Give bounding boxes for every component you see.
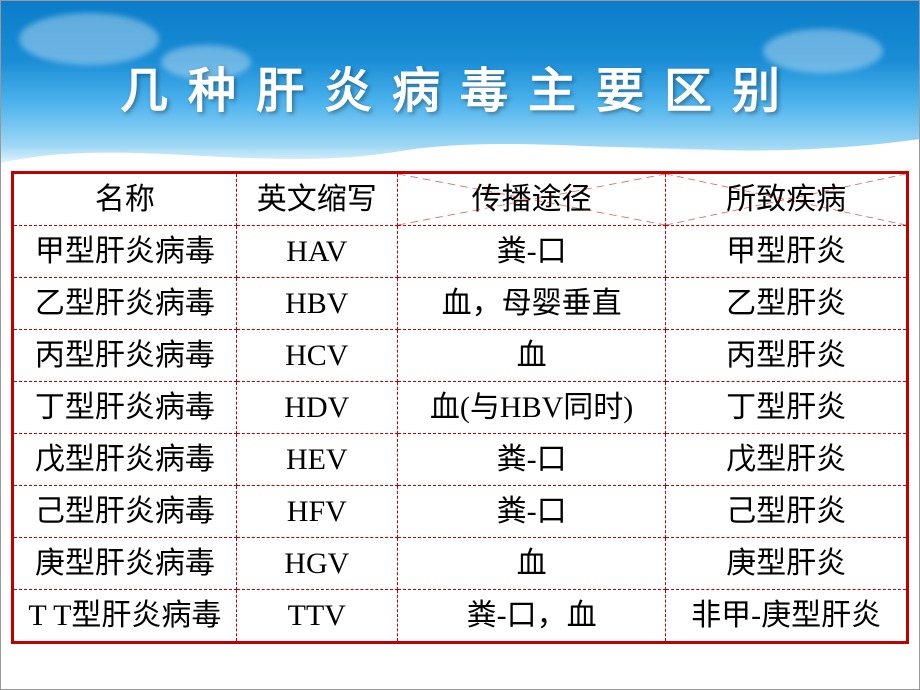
cell-name: 己型肝炎病毒 [13,486,237,538]
cell-name: 戊型肝炎病毒 [13,434,237,486]
header-label: 英文缩写 [257,183,377,216]
header-label: 名称 [95,183,155,216]
cell-abbr: HDV [236,382,397,434]
column-header-name: 名称 [13,173,237,226]
table-row: 庚型肝炎病毒 HGV 血 庚型肝炎 [13,538,908,590]
cell-route: 粪-口，血 [397,590,666,643]
cell-route: 粪-口 [397,226,666,278]
cell-disease: 非甲-庚型肝炎 [666,590,908,643]
cell-disease: 己型肝炎 [666,486,908,538]
table-row: 甲型肝炎病毒 HAV 粪-口 甲型肝炎 [13,226,908,278]
cell-name: 乙型肝炎病毒 [13,278,237,330]
cell-name: 庚型肝炎病毒 [13,538,237,590]
table-header-row: 名称 英文缩写 传播途径 [13,173,908,226]
cell-disease: 丁型肝炎 [666,382,908,434]
title-banner: 几种肝炎病毒主要区别 [1,1,919,171]
cell-disease: 乙型肝炎 [666,278,908,330]
cell-abbr: TTV [236,590,397,643]
column-header-route: 传播途径 [397,173,666,226]
table-body: 名称 英文缩写 传播途径 [13,173,908,643]
column-header-abbr: 英文缩写 [236,173,397,226]
cell-disease: 甲型肝炎 [666,226,908,278]
cell-route: 粪-口 [397,486,666,538]
cell-route: 血 [397,538,666,590]
cell-route: 血(与HBV同时) [397,382,666,434]
table-row: T T型肝炎病毒 TTV 粪-口，血 非甲-庚型肝炎 [13,590,908,643]
table-row: 戊型肝炎病毒 HEV 粪-口 戊型肝炎 [13,434,908,486]
table-row: 己型肝炎病毒 HFV 粪-口 己型肝炎 [13,486,908,538]
cell-name: 丙型肝炎病毒 [13,330,237,382]
cell-route: 血，母婴垂直 [397,278,666,330]
column-header-disease: 所致疾病 [666,173,908,226]
header-label: 所致疾病 [726,183,846,216]
table-row: 乙型肝炎病毒 HBV 血，母婴垂直 乙型肝炎 [13,278,908,330]
wave-decoration [1,123,919,171]
cell-abbr: HGV [236,538,397,590]
cell-route: 血 [397,330,666,382]
slide-container: 几种肝炎病毒主要区别 名称 英文缩写 [0,0,920,690]
table-row: 丙型肝炎病毒 HCV 血 丙型肝炎 [13,330,908,382]
slide-title: 几种肝炎病毒主要区别 [120,51,800,121]
table-row: 丁型肝炎病毒 HDV 血(与HBV同时) 丁型肝炎 [13,382,908,434]
table-container: 名称 英文缩写 传播途径 [11,171,909,644]
cell-route: 粪-口 [397,434,666,486]
cell-disease: 庚型肝炎 [666,538,908,590]
cell-disease: 戊型肝炎 [666,434,908,486]
cell-abbr: HEV [236,434,397,486]
cell-disease: 丙型肝炎 [666,330,908,382]
cell-name: T T型肝炎病毒 [13,590,237,643]
cell-abbr: HCV [236,330,397,382]
cell-abbr: HBV [236,278,397,330]
header-label: 传播途径 [472,183,592,216]
cell-abbr: HAV [236,226,397,278]
cell-abbr: HFV [236,486,397,538]
hepatitis-table: 名称 英文缩写 传播途径 [11,171,909,644]
cell-name: 甲型肝炎病毒 [13,226,237,278]
cell-name: 丁型肝炎病毒 [13,382,237,434]
